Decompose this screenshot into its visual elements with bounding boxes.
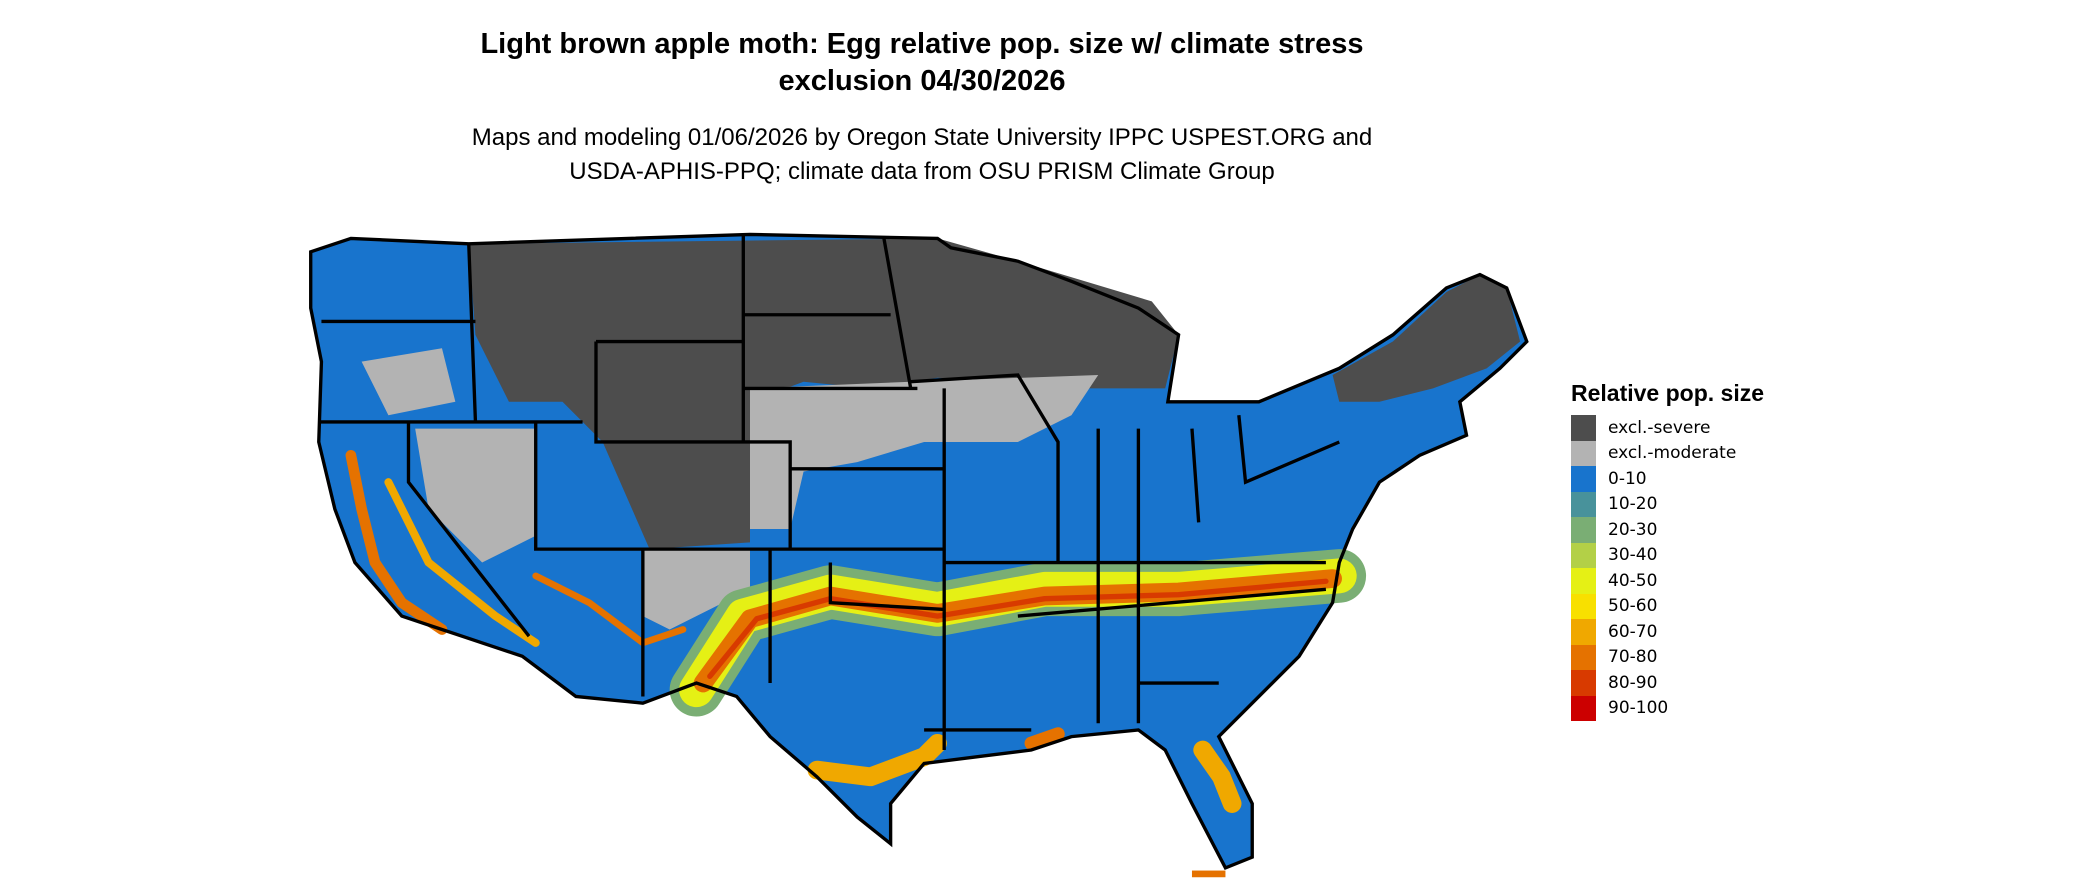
legend-item: 0-10 <box>1571 466 1764 492</box>
legend-item: 40-50 <box>1571 568 1764 594</box>
legend-swatch <box>1571 415 1596 441</box>
legend-label: 50-60 <box>1608 596 1658 617</box>
legend-label: 10-20 <box>1608 494 1658 515</box>
legend-swatch <box>1571 542 1596 568</box>
legend: Relative pop. size excl.-severe excl.-mod… <box>1571 380 1764 721</box>
map-subtitle-line1: Maps and modeling 01/06/2026 by Oregon S… <box>471 124 1373 151</box>
exclusion-severe-northeast <box>1332 274 1521 402</box>
legend-label: excl.-severe <box>1608 417 1711 438</box>
legend-label: 80-90 <box>1608 672 1658 693</box>
legend-label: excl.-moderate <box>1608 443 1737 464</box>
legend-title: Relative pop. size <box>1571 380 1765 406</box>
legend-item: 70-80 <box>1571 644 1764 670</box>
legend-swatch <box>1571 593 1596 619</box>
legend-swatch <box>1571 466 1596 492</box>
legend-label: 20-30 <box>1608 519 1658 540</box>
legend-item: 50-60 <box>1571 593 1764 619</box>
legend-label: 90-100 <box>1608 698 1669 719</box>
legend-swatch <box>1571 440 1596 466</box>
legend-item: 10-20 <box>1571 491 1764 517</box>
map-title-line2: exclusion 04/30/2026 <box>778 65 1066 97</box>
legend-label: 60-70 <box>1608 621 1658 642</box>
legend-label: 40-50 <box>1608 570 1658 591</box>
legend-item: excl.-moderate <box>1571 440 1764 466</box>
legend-items: excl.-severe excl.-moderate 0-10 10-20 20-30… <box>1571 415 1764 721</box>
legend-label: 70-80 <box>1608 647 1658 668</box>
legend-item: 20-30 <box>1571 517 1764 543</box>
legend-item: 80-90 <box>1571 670 1764 696</box>
map-subtitle-line2: USDA-APHIS-PPQ; climate data from OSU PR… <box>569 158 1275 185</box>
legend-swatch <box>1571 491 1596 517</box>
legend-item: 90-100 <box>1571 695 1764 721</box>
legend-item: 30-40 <box>1571 542 1764 568</box>
legend-item: excl.-severe <box>1571 415 1764 441</box>
legend-label: 0-10 <box>1608 468 1647 489</box>
legend-swatch <box>1571 568 1596 594</box>
legend-swatch <box>1571 644 1596 670</box>
legend-swatch <box>1571 670 1596 696</box>
legend-swatch <box>1571 517 1596 543</box>
state-borders <box>309 232 1529 870</box>
legend-label: 30-40 <box>1608 545 1658 566</box>
legend-swatch <box>1571 619 1596 645</box>
exclusion-moderate-west <box>361 348 750 630</box>
map-title-line1: Light brown apple moth: Egg relative pop… <box>480 28 1364 60</box>
exclusion-severe-region <box>468 238 1179 550</box>
exclusion-moderate-region <box>750 375 1099 530</box>
legend-item: 60-70 <box>1571 619 1764 645</box>
island-fragments <box>1191 870 1226 878</box>
legend-swatch <box>1571 695 1596 721</box>
